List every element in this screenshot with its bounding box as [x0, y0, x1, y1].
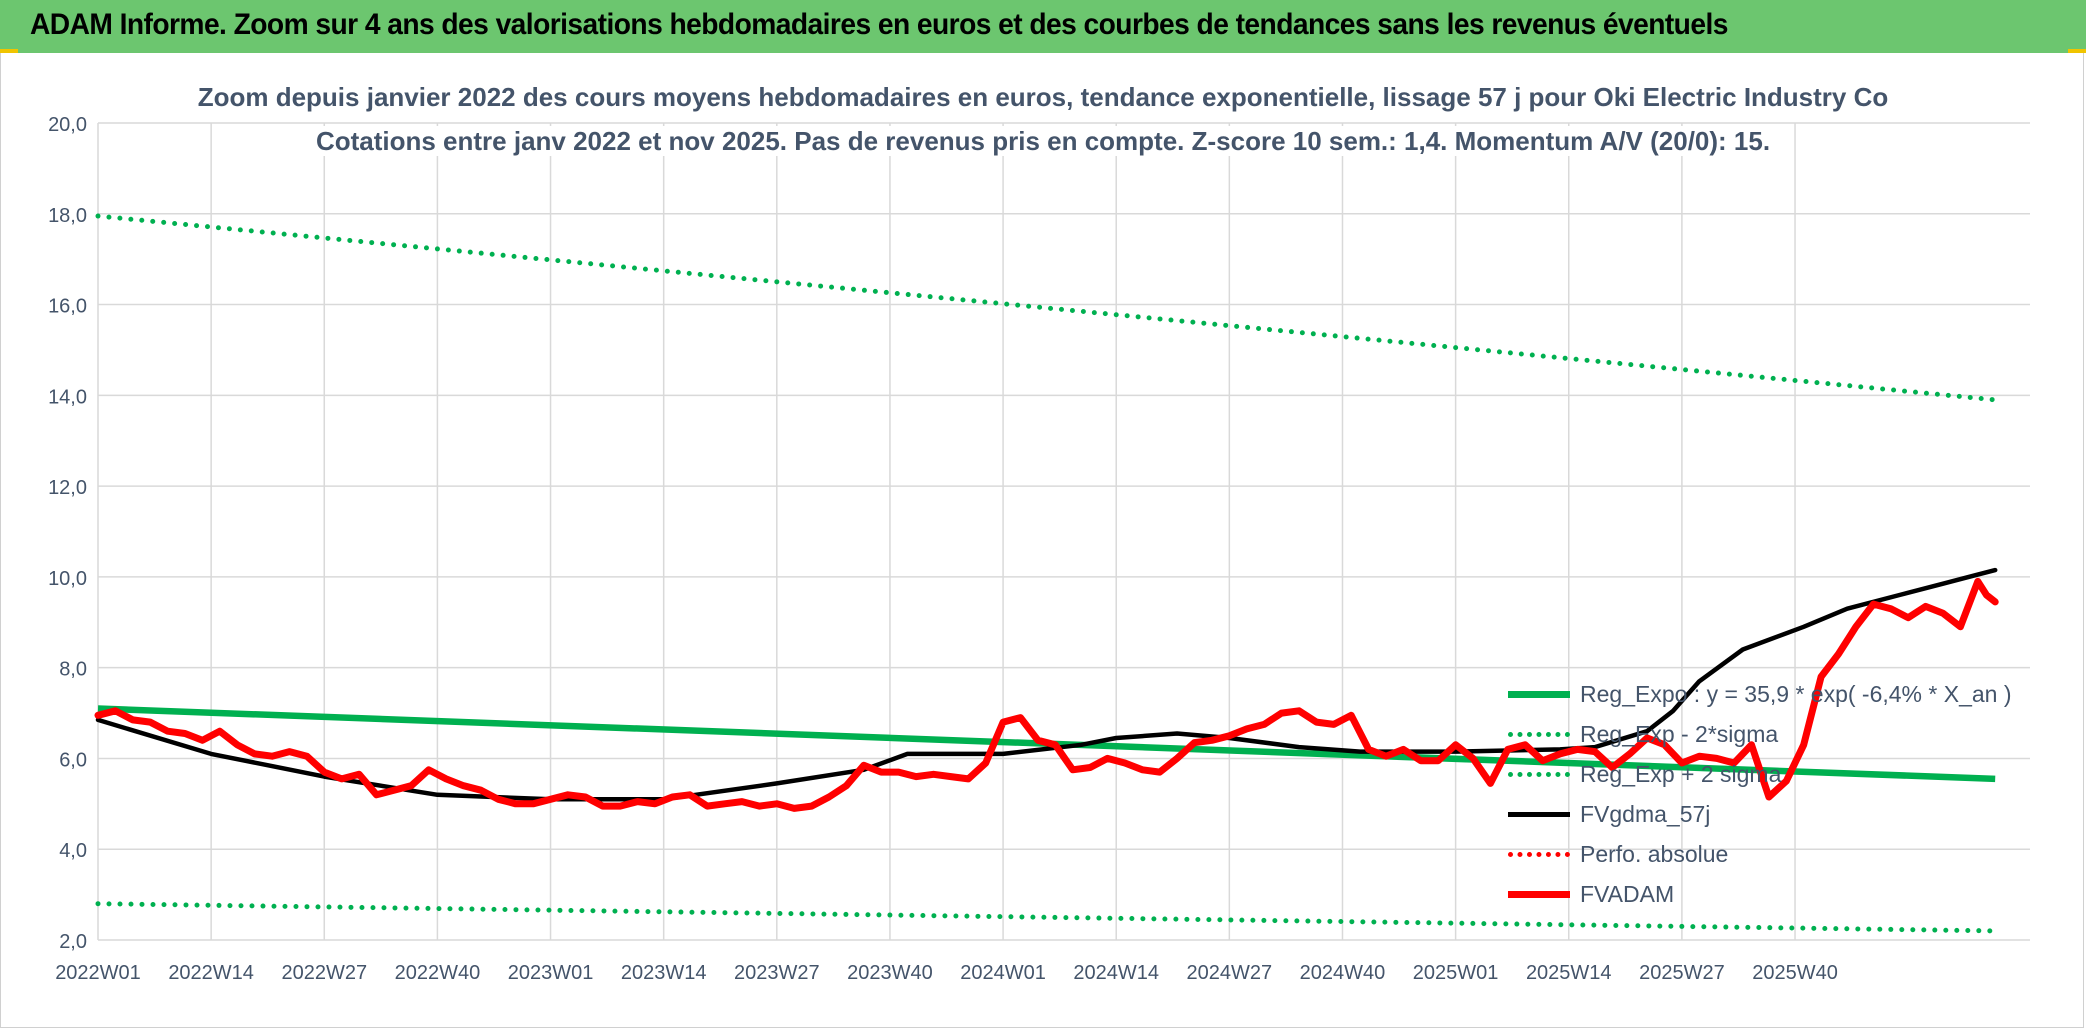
- x-tick-label: 2023W01: [508, 962, 594, 984]
- legend-label: FVgdma_57j: [1580, 800, 1711, 827]
- legend-item: Reg_Exp - 2*sigma: [1508, 714, 2012, 754]
- y-tick-label: 16,0: [48, 296, 87, 318]
- legend-label: FVADAM: [1580, 880, 1675, 907]
- x-tick-label: 2022W14: [168, 962, 254, 984]
- chart-frame: [0, 53, 2084, 1028]
- series-fvgdma-57j: [95, 567, 1998, 802]
- header-corner-left: [0, 49, 18, 53]
- series-fvadam: [94, 577, 1999, 812]
- x-tick-label: 2025W01: [1413, 962, 1499, 984]
- legend-swatch: [1508, 811, 1570, 817]
- y-tick-label: 2,0: [59, 931, 87, 953]
- y-tick-label: 4,0: [59, 840, 87, 862]
- legend-swatch: [1508, 771, 1570, 777]
- y-tick-label: 10,0: [48, 568, 87, 590]
- y-tick-label: 6,0: [59, 749, 87, 771]
- x-tick-label: 2024W40: [1300, 962, 1386, 984]
- x-tick-label: 2022W01: [55, 962, 141, 984]
- x-tick-label: 2025W27: [1639, 962, 1725, 984]
- header-corner-right: [2068, 49, 2086, 53]
- chart-title-line1: Zoom depuis janvier 2022 des cours moyen…: [0, 82, 2086, 113]
- y-tick-label: 20,0: [48, 114, 87, 136]
- legend-swatch: [1508, 851, 1570, 857]
- legend-item: Perfo. absolue: [1508, 834, 2012, 874]
- y-tick-label: 8,0: [59, 659, 87, 681]
- x-tick-label: 2024W14: [1073, 962, 1159, 984]
- x-tick-label: 2022W27: [281, 962, 367, 984]
- legend-item: FVgdma_57j: [1508, 794, 2012, 834]
- y-tick-label: 18,0: [48, 205, 87, 227]
- x-tick-label: 2024W01: [960, 962, 1046, 984]
- series-reg-exp-2-sigma: [95, 213, 1998, 403]
- legend-swatch: [1508, 890, 1570, 898]
- x-tick-label: 2025W14: [1526, 962, 1612, 984]
- banner-title: ADAM Informe. Zoom sur 4 ans des valoris…: [30, 8, 1728, 41]
- legend-item: Reg_Expo : y = 35,9 * exp( -6,4% * X_an …: [1508, 674, 2012, 714]
- legend-item: FVADAM: [1508, 874, 2012, 914]
- x-tick-label: 2022W40: [395, 962, 481, 984]
- y-tick-label: 12,0: [48, 477, 87, 499]
- x-tick-label: 2025W40: [1752, 962, 1838, 984]
- legend-swatch: [1508, 690, 1570, 698]
- legend-label: Reg_Exp - 2*sigma: [1580, 720, 1779, 747]
- x-tick-label: 2023W40: [847, 962, 933, 984]
- legend-label: Reg_Expo : y = 35,9 * exp( -6,4% * X_an …: [1580, 680, 2012, 707]
- legend-label: Reg_Exp + 2 sigma: [1580, 760, 1782, 787]
- legend-swatch: [1508, 731, 1570, 737]
- x-tick-label: 2023W27: [734, 962, 820, 984]
- legend-label: Perfo. absolue: [1580, 840, 1729, 867]
- header-band: ADAM Informe. Zoom sur 4 ans des valoris…: [0, 0, 2086, 53]
- chart-legend: Reg_Expo : y = 35,9 * exp( -6,4% * X_an …: [1508, 674, 2012, 914]
- chart-title-line2: Cotations entre janv 2022 et nov 2025. P…: [0, 126, 2086, 157]
- y-tick-label: 14,0: [48, 386, 87, 408]
- x-tick-label: 2024W27: [1187, 962, 1273, 984]
- legend-item: Reg_Exp + 2 sigma: [1508, 754, 2012, 794]
- x-tick-label: 2023W14: [621, 962, 707, 984]
